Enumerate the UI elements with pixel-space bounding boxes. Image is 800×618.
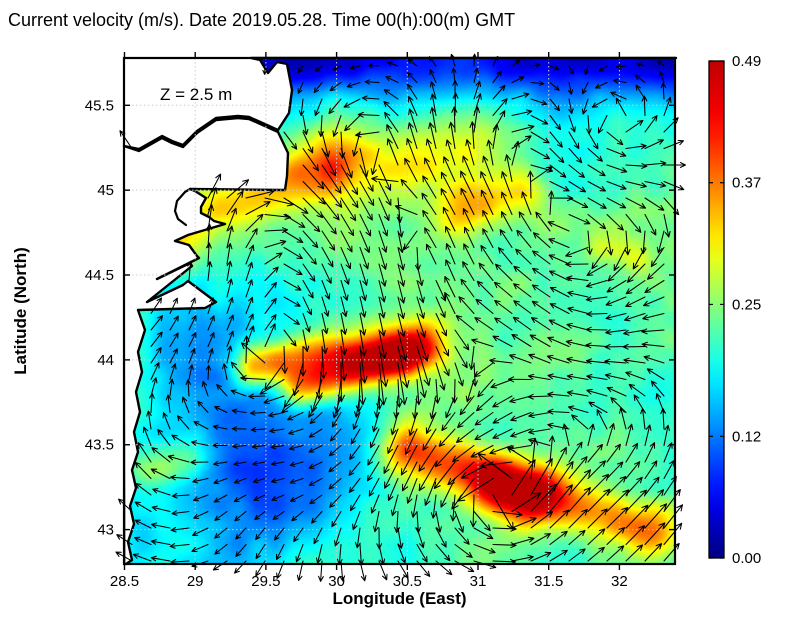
svg-text:31.5: 31.5 bbox=[534, 573, 563, 590]
svg-text:Longitude (East): Longitude (East) bbox=[332, 589, 466, 608]
svg-text:44: 44 bbox=[97, 352, 114, 369]
svg-text:0.37: 0.37 bbox=[732, 175, 761, 192]
svg-text:Latitude (North): Latitude (North) bbox=[11, 247, 30, 374]
svg-text:Z = 2.5 m: Z = 2.5 m bbox=[160, 85, 232, 104]
svg-text:44.5: 44.5 bbox=[85, 267, 114, 284]
svg-text:43: 43 bbox=[97, 522, 114, 539]
svg-text:Current velocity (m/s). Date: Current velocity (m/s). Date 2019.05.28.… bbox=[8, 10, 515, 30]
svg-text:45: 45 bbox=[97, 182, 114, 199]
svg-text:28.5: 28.5 bbox=[110, 573, 139, 590]
svg-text:0.12: 0.12 bbox=[732, 428, 761, 445]
svg-text:45.5: 45.5 bbox=[85, 97, 114, 114]
svg-text:31: 31 bbox=[470, 573, 487, 590]
svg-text:43.5: 43.5 bbox=[85, 437, 114, 454]
svg-text:32: 32 bbox=[611, 573, 628, 590]
svg-text:0.00: 0.00 bbox=[732, 550, 761, 567]
svg-text:29: 29 bbox=[187, 573, 204, 590]
svg-text:0.25: 0.25 bbox=[732, 296, 761, 313]
svg-text:0.49: 0.49 bbox=[732, 53, 761, 70]
